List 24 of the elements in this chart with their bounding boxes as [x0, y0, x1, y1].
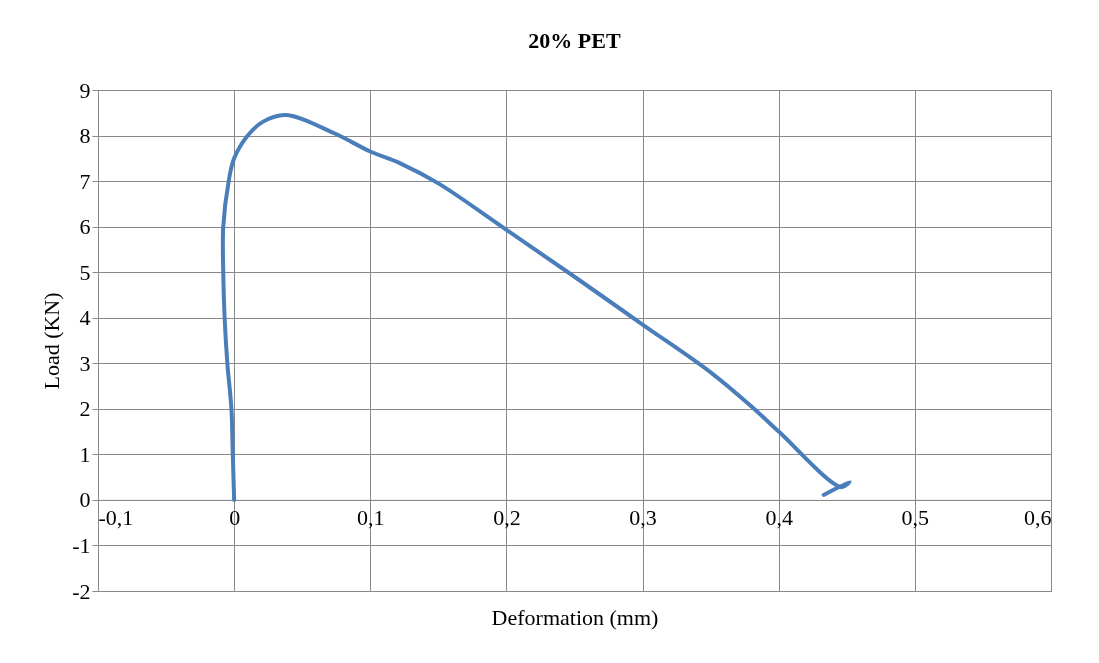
- y-tick-label: 0: [79, 487, 91, 513]
- x-tick-label: 0,1: [357, 505, 385, 531]
- y-tick-label: 5: [79, 259, 91, 285]
- x-tick-label: 0: [229, 505, 241, 531]
- x-tick-label: 0,4: [765, 505, 793, 531]
- y-tick-label: 9: [79, 77, 91, 103]
- y-tick-label: 4: [79, 305, 91, 331]
- y-tick-label: 8: [79, 123, 91, 149]
- x-tick-label: 0,3: [629, 505, 657, 531]
- y-tick-label: 7: [79, 168, 91, 194]
- x-tick-label: 0,6: [1024, 505, 1052, 531]
- y-tick-label: -1: [72, 532, 91, 558]
- y-tick-label: 2: [79, 396, 91, 422]
- y-tick-label: 6: [79, 214, 91, 240]
- y-tick-label: 3: [79, 350, 91, 376]
- y-tick-label: 1: [79, 441, 91, 467]
- x-tick-label: -0,1: [98, 505, 134, 531]
- y-axis-title: Load (KN): [39, 292, 65, 390]
- x-axis-title: Deformation (mm): [491, 604, 659, 630]
- x-tick-label: 0,2: [493, 505, 521, 531]
- y-tick-label: -2: [72, 578, 91, 604]
- x-tick-label: 0,5: [901, 505, 930, 531]
- chart-title: 20% PET: [528, 28, 621, 53]
- line-series: [220, 113, 852, 502]
